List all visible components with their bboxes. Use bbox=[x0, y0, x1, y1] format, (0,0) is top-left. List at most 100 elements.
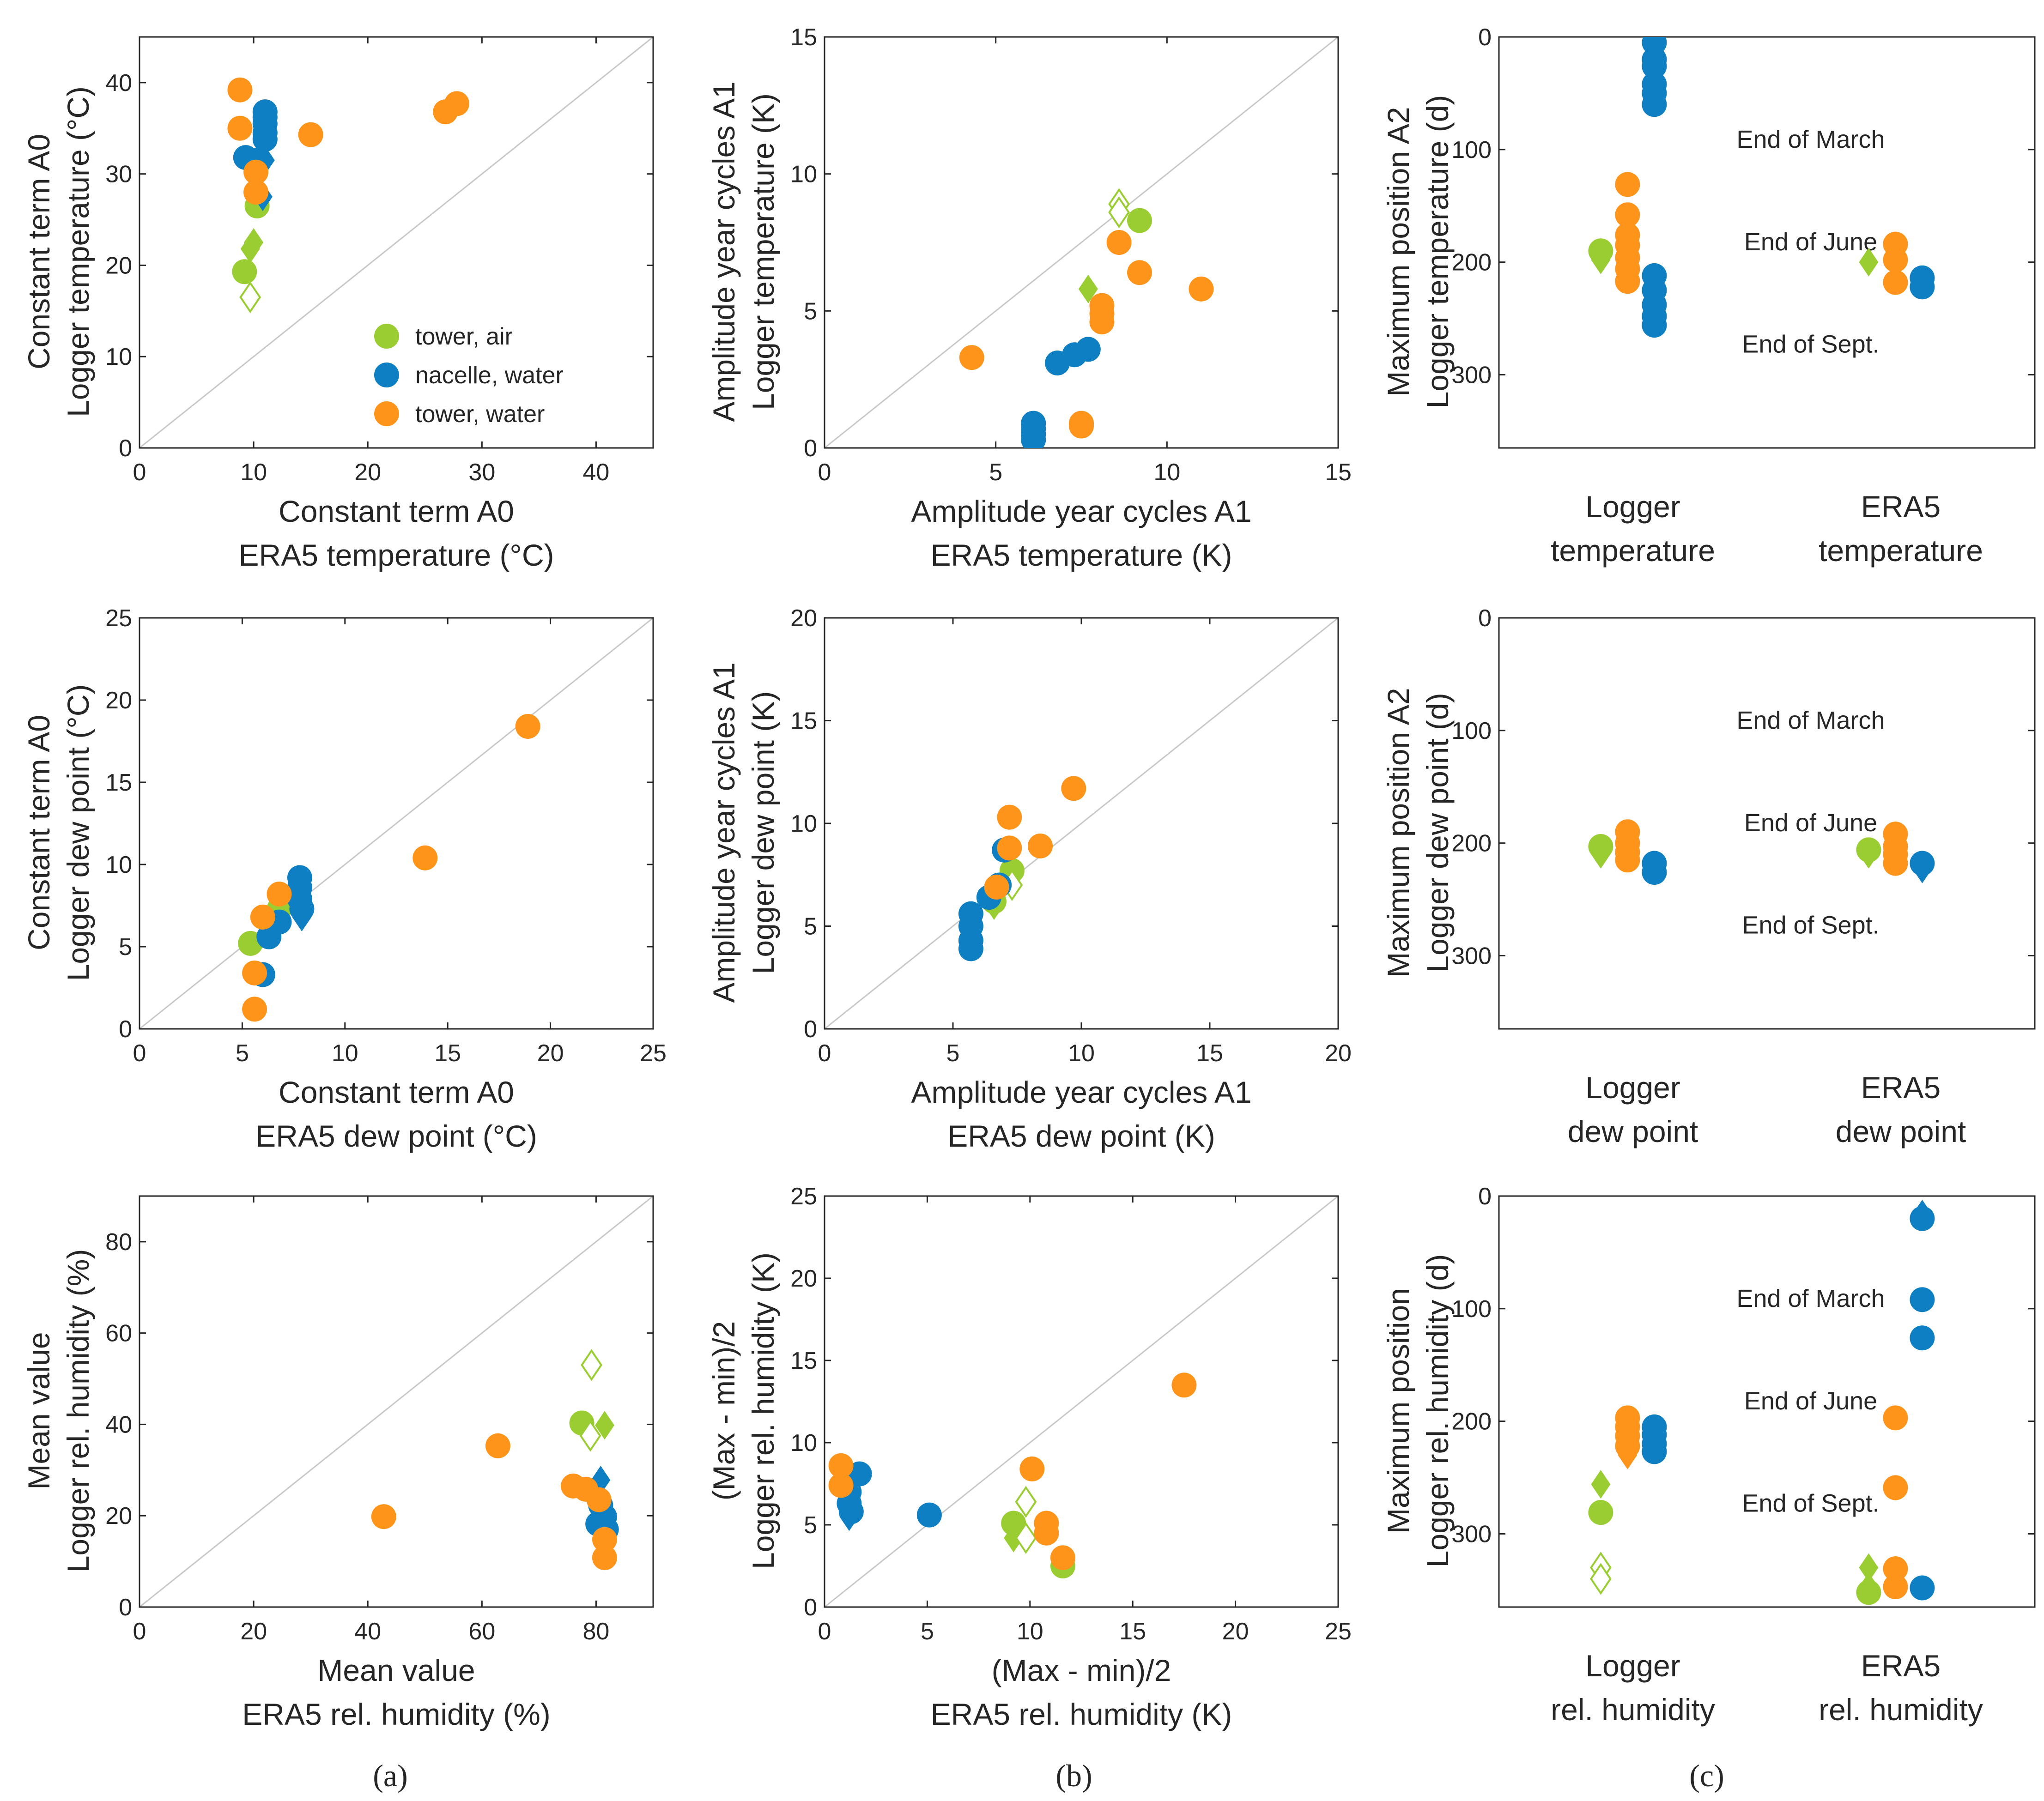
data-point bbox=[1127, 208, 1152, 233]
data-point bbox=[243, 180, 269, 205]
x-category-label: Logger bbox=[1585, 1070, 1680, 1105]
y-tick-label: 0 bbox=[1478, 24, 1492, 51]
y-axis-label: Logger temperature (K) bbox=[746, 93, 780, 410]
x-tick-label: 5 bbox=[236, 1040, 249, 1067]
panel-c1: 0 100 200 300 Logger temperature ERA5 temperatu… bbox=[1381, 24, 2036, 568]
legend-marker bbox=[374, 401, 399, 426]
legend-marker bbox=[374, 363, 399, 387]
data-point bbox=[240, 234, 260, 263]
y-tick-label: 100 bbox=[1451, 718, 1492, 744]
legend-marker bbox=[374, 324, 399, 349]
data-point bbox=[1642, 860, 1667, 885]
data-point bbox=[1089, 293, 1115, 318]
y-tick-label: 10 bbox=[105, 344, 132, 370]
data-point bbox=[581, 1349, 602, 1381]
data-point bbox=[984, 874, 1009, 900]
data-point bbox=[579, 1420, 601, 1452]
x-axis-label: Amplitude year cycles A1 bbox=[911, 494, 1251, 528]
data-point bbox=[828, 1453, 854, 1478]
y-axis-label: Constant term A0 bbox=[22, 134, 56, 369]
x-axis-label: (Max - min)/2 bbox=[992, 1653, 1171, 1687]
y-tick-label: 20 bbox=[105, 1503, 132, 1529]
x-tick-label: 25 bbox=[640, 1040, 667, 1067]
data-point bbox=[1061, 776, 1086, 801]
y-tick-label: 10 bbox=[790, 161, 817, 188]
y-axis-label: Logger dew point (°C) bbox=[61, 684, 95, 981]
panel-b2: 0 5 10 15 20 0 5 10 15 20 Amplitude year cycles A1… bbox=[707, 605, 1352, 1153]
data-point bbox=[1015, 1486, 1037, 1518]
data-point bbox=[1024, 417, 1043, 446]
markers bbox=[371, 1349, 619, 1571]
season-note: End of Sept. bbox=[1742, 912, 1879, 939]
data-point bbox=[515, 713, 540, 739]
data-point bbox=[997, 804, 1022, 830]
data-point bbox=[232, 259, 257, 284]
data-point bbox=[1034, 1520, 1059, 1546]
markers bbox=[227, 77, 469, 314]
x-tick-label: 10 bbox=[1068, 1040, 1095, 1067]
panel-label-c: (c) bbox=[1689, 1758, 1724, 1793]
data-point bbox=[1075, 337, 1101, 362]
season-note: End of Sept. bbox=[1742, 1490, 1879, 1517]
data-point bbox=[1050, 1545, 1075, 1571]
data-point bbox=[243, 159, 269, 185]
x-category-label: Logger bbox=[1585, 490, 1680, 524]
season-note: End of June bbox=[1744, 228, 1877, 256]
y-tick-label: 100 bbox=[1451, 1296, 1492, 1323]
diagonal-line bbox=[825, 618, 1338, 1029]
data-point bbox=[1004, 1523, 1024, 1553]
data-point bbox=[1883, 270, 1908, 295]
data-point bbox=[1910, 1287, 1935, 1312]
data-point bbox=[1189, 276, 1214, 302]
data-point bbox=[267, 882, 292, 907]
y-tick-label: 100 bbox=[1451, 137, 1492, 163]
data-point bbox=[1015, 1522, 1037, 1554]
y-tick-label: 5 bbox=[804, 298, 817, 325]
panel-label-b: (b) bbox=[1055, 1758, 1092, 1793]
y-axis-label: Maximum position bbox=[1381, 1288, 1415, 1534]
data-point bbox=[1108, 196, 1130, 229]
axes-frame bbox=[824, 36, 1339, 449]
data-point bbox=[959, 345, 984, 370]
y-axis-label: Amplitude year cycles A1 bbox=[707, 662, 741, 1003]
x-category-label: rel. humidity bbox=[1819, 1692, 1983, 1727]
markers bbox=[958, 776, 1086, 961]
data-point bbox=[1615, 202, 1640, 228]
x-tick-label: 10 bbox=[240, 459, 267, 486]
axes-frame bbox=[824, 1195, 1339, 1608]
panel-a1: 0 10 20 30 40 0 10 20 30 40 Constant term A0 ERA5 t… bbox=[22, 36, 654, 572]
markers bbox=[1588, 37, 1935, 338]
legend-label: nacelle, water bbox=[415, 362, 564, 389]
x-category-label: Logger bbox=[1585, 1649, 1680, 1683]
x-tick-label: 0 bbox=[133, 1618, 146, 1645]
y-tick-label: 40 bbox=[105, 70, 132, 97]
data-point bbox=[1859, 1553, 1879, 1582]
x-tick-label: 25 bbox=[1325, 1618, 1352, 1645]
axes-frame bbox=[139, 1195, 654, 1608]
x-tick-label: 80 bbox=[583, 1618, 610, 1645]
x-axis-label: ERA5 dew point (°C) bbox=[255, 1119, 537, 1153]
x-axis-label: Mean value bbox=[317, 1653, 475, 1687]
y-axis-label: (Max - min)/2 bbox=[707, 1321, 741, 1501]
data-point bbox=[828, 1473, 854, 1498]
x-category-label: dew point bbox=[1568, 1114, 1698, 1148]
season-note: End of March bbox=[1736, 1285, 1885, 1312]
x-tick-label: 0 bbox=[818, 1618, 831, 1645]
data-point bbox=[1001, 1511, 1026, 1536]
x-tick-label: 0 bbox=[133, 459, 146, 486]
data-point bbox=[292, 902, 312, 931]
data-point bbox=[1591, 840, 1611, 869]
data-point bbox=[839, 1502, 859, 1531]
data-point bbox=[592, 1527, 617, 1552]
y-tick-label: 200 bbox=[1451, 249, 1492, 276]
season-note: End of June bbox=[1744, 1387, 1877, 1415]
y-axis-label: Logger rel. humidity (K) bbox=[746, 1252, 780, 1569]
x-category-label: ERA5 bbox=[1861, 1070, 1941, 1105]
panel-label-a: (a) bbox=[373, 1758, 407, 1793]
x-tick-label: 30 bbox=[468, 459, 495, 486]
y-tick-label: 300 bbox=[1451, 943, 1492, 970]
panel-b1: 0 5 10 15 0 5 10 15 Amplitude year cycles A1 ERA5… bbox=[707, 24, 1352, 572]
data-point bbox=[1615, 847, 1640, 873]
axes-frame bbox=[139, 617, 654, 1030]
